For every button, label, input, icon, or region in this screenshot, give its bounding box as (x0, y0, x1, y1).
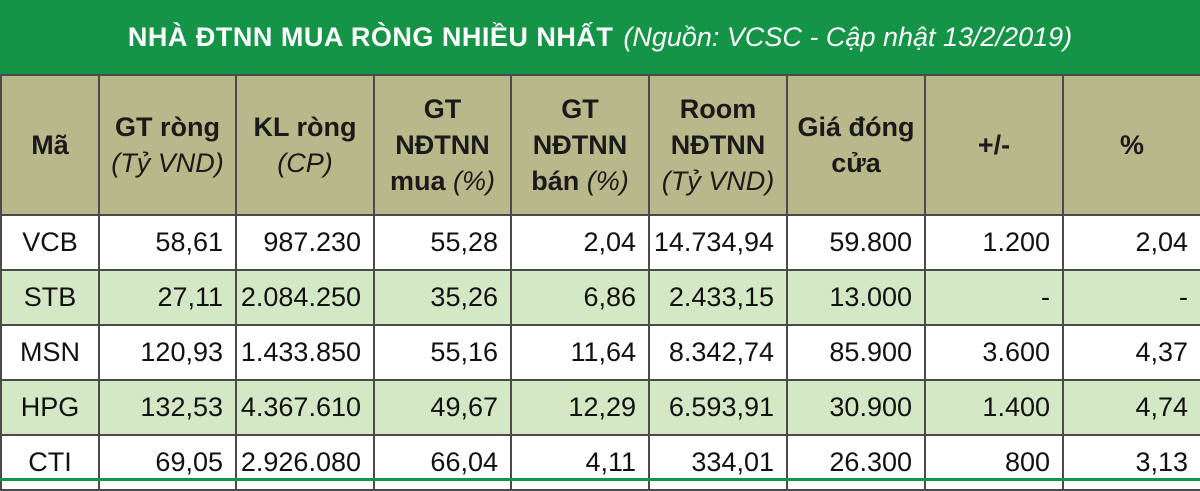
table-row: MSN 120,93 1.433.850 55,16 11,64 8.342,7… (0, 324, 1200, 381)
col-header-foreign-sell: GT NĐTNN bán (%) (510, 74, 650, 216)
col-header-percent: % (1062, 74, 1200, 216)
cell-net-volume: 2.926.080 (235, 434, 375, 491)
cell-close-price: 59.800 (786, 214, 926, 271)
col-header-code: Mã (0, 74, 100, 216)
col-header-foreign-buy: GT NĐTNN mua (%) (373, 74, 512, 216)
cell-net-value: 69,05 (98, 434, 237, 491)
cell-foreign-sell: 6,86 (510, 269, 650, 326)
cell-foreign-room: 6.593,91 (648, 379, 788, 436)
cell-code: STB (0, 269, 100, 326)
cell-net-volume: 4.367.610 (235, 379, 375, 436)
cell-close-price: 30.900 (786, 379, 926, 436)
col-header-net-volume: KL ròng (CP) (235, 74, 375, 216)
cell-percent: 3,13 (1062, 434, 1200, 491)
table-title-bar: NHÀ ĐTNN MUA RÒNG NHIỀU NHẤT (Nguồn: VCS… (0, 0, 1200, 74)
table-row: HPG 132,53 4.367.610 49,67 12,29 6.593,9… (0, 379, 1200, 436)
table-row: STB 27,11 2.084.250 35,26 6,86 2.433,15 … (0, 269, 1200, 326)
header-row: Mã GT ròng (Tỷ VND) KL ròng (CP) GT NĐTN… (0, 74, 1200, 216)
cell-code: HPG (0, 379, 100, 436)
cell-net-volume: 2.084.250 (235, 269, 375, 326)
cell-change: 1.400 (924, 379, 1064, 436)
cell-foreign-buy: 49,67 (373, 379, 512, 436)
table-row: CTI 69,05 2.926.080 66,04 4,11 334,01 26… (0, 434, 1200, 491)
cell-change: 1.200 (924, 214, 1064, 271)
cell-change: 3.600 (924, 324, 1064, 381)
cell-foreign-room: 14.734,94 (648, 214, 788, 271)
cell-foreign-room: 2.433,15 (648, 269, 788, 326)
cell-foreign-room: 8.342,74 (648, 324, 788, 381)
cell-net-volume: 1.433.850 (235, 324, 375, 381)
cell-close-price: 26.300 (786, 434, 926, 491)
cell-foreign-sell: 2,04 (510, 214, 650, 271)
cell-percent: 4,74 (1062, 379, 1200, 436)
cell-net-value: 27,11 (98, 269, 237, 326)
col-header-foreign-room: Room NĐTNN (Tỷ VND) (648, 74, 788, 216)
bottom-rule (0, 478, 1200, 481)
cell-foreign-sell: 11,64 (510, 324, 650, 381)
cell-percent: 2,04 (1062, 214, 1200, 271)
cell-code: VCB (0, 214, 100, 271)
cell-percent: 4,37 (1062, 324, 1200, 381)
cell-net-value: 120,93 (98, 324, 237, 381)
col-header-net-value: GT ròng (Tỷ VND) (98, 74, 237, 216)
cell-foreign-buy: 55,28 (373, 214, 512, 271)
col-header-close-price: Giá đóng cửa (786, 74, 926, 216)
cell-foreign-buy: 66,04 (373, 434, 512, 491)
cell-net-value: 58,61 (98, 214, 237, 271)
cell-percent: - (1062, 269, 1200, 326)
cell-close-price: 85.900 (786, 324, 926, 381)
table-source-note: (Nguồn: VCSC - Cập nhật 13/2/2019) (623, 21, 1073, 52)
foreign-net-buy-table: Mã GT ròng (Tỷ VND) KL ròng (CP) GT NĐTN… (0, 74, 1200, 491)
cell-code: CTI (0, 434, 100, 491)
cell-change: - (924, 269, 1064, 326)
cell-net-value: 132,53 (98, 379, 237, 436)
cell-close-price: 13.000 (786, 269, 926, 326)
table-title: NHÀ ĐTNN MUA RÒNG NHIỀU NHẤT (127, 21, 614, 52)
cell-foreign-sell: 12,29 (510, 379, 650, 436)
cell-foreign-sell: 4,11 (510, 434, 650, 491)
col-header-change: +/- (924, 74, 1064, 216)
cell-code: MSN (0, 324, 100, 381)
cell-foreign-buy: 55,16 (373, 324, 512, 381)
table-row: VCB 58,61 987.230 55,28 2,04 14.734,94 5… (0, 214, 1200, 271)
cell-foreign-room: 334,01 (648, 434, 788, 491)
cell-foreign-buy: 35,26 (373, 269, 512, 326)
cell-net-volume: 987.230 (235, 214, 375, 271)
cell-change: 800 (924, 434, 1064, 491)
